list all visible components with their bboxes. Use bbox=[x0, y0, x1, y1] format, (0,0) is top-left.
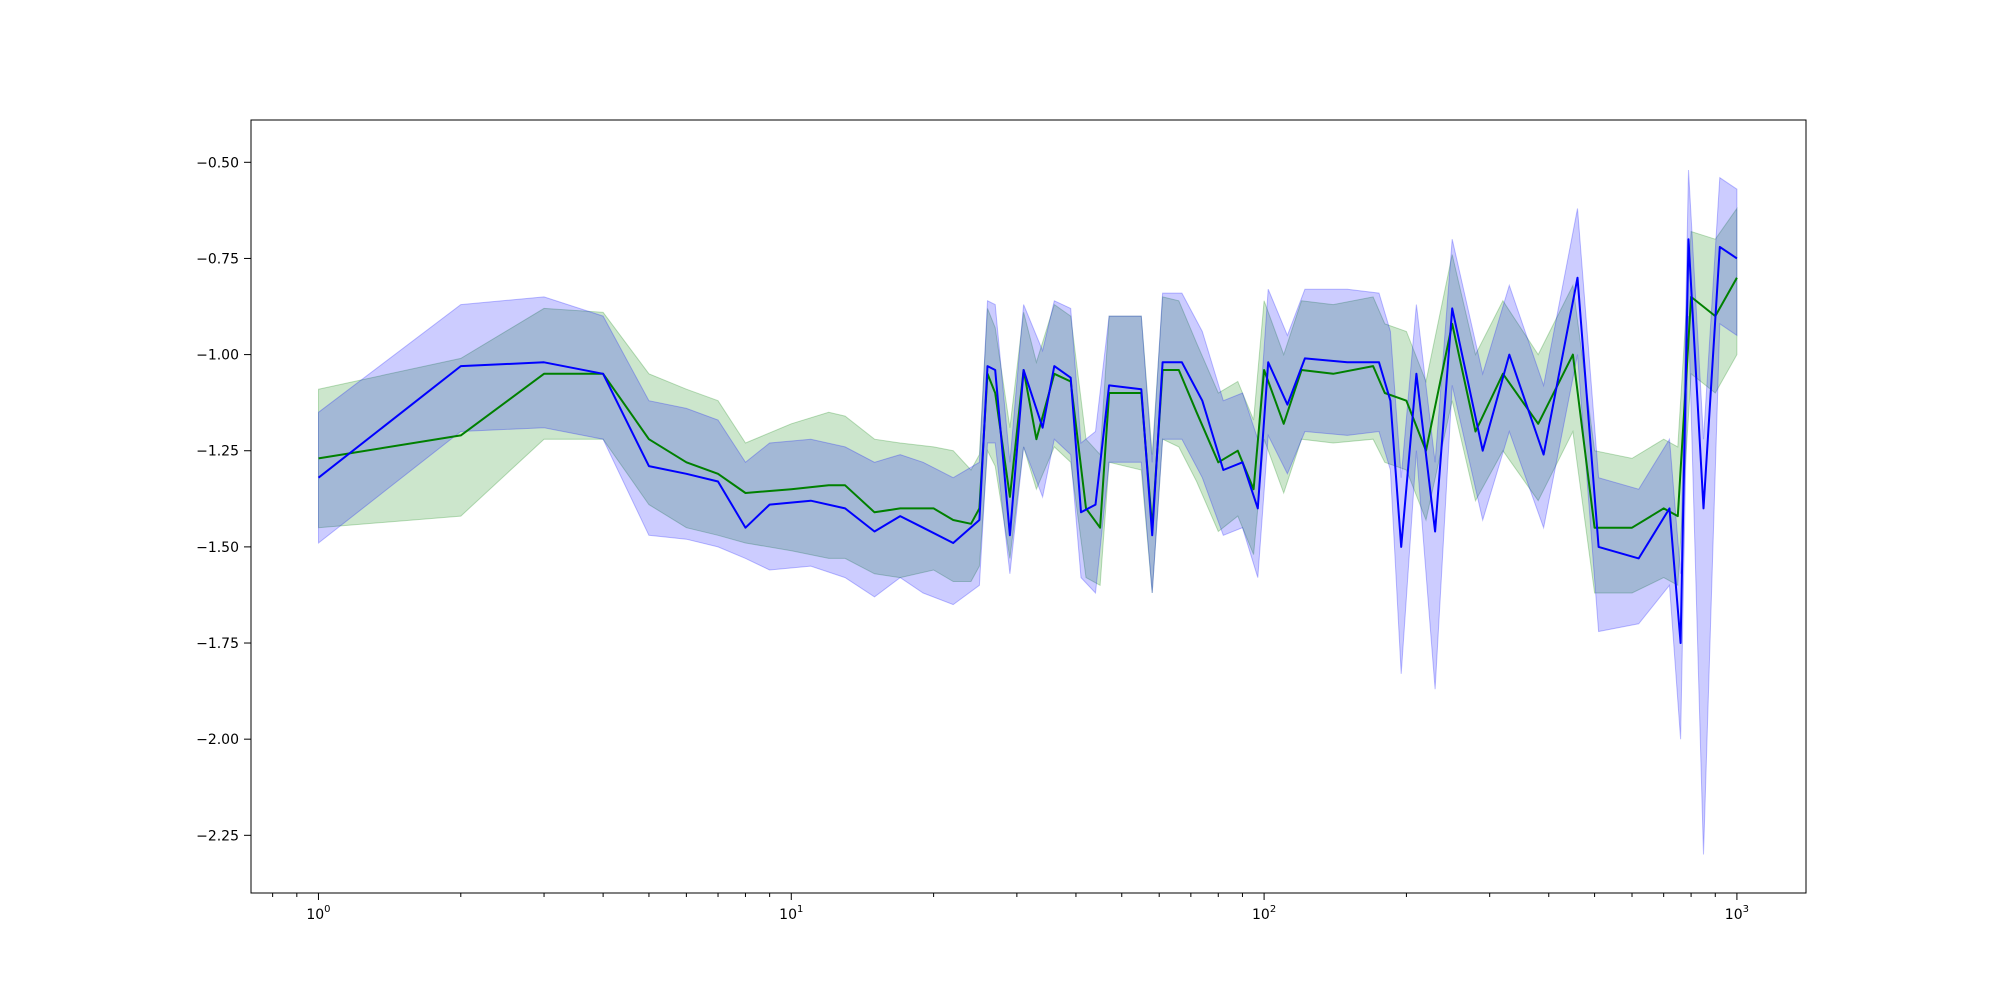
y-tick-label: −2.25 bbox=[196, 828, 239, 844]
x-tick-label: 101 bbox=[779, 904, 803, 923]
x-tick-label: 103 bbox=[1725, 904, 1749, 923]
plot-frame bbox=[250, 119, 1807, 894]
y-tick-label: −2.00 bbox=[196, 732, 239, 748]
x-tick-label: 100 bbox=[306, 904, 330, 923]
line-series-2 bbox=[317, 238, 1738, 644]
band-series-1 bbox=[318, 206, 1738, 594]
band-series-2 bbox=[318, 169, 1738, 855]
y-tick-label: −1.25 bbox=[196, 444, 239, 460]
confidence-bands bbox=[318, 169, 1738, 855]
y-tick-label: −1.75 bbox=[196, 636, 239, 652]
series-lines bbox=[317, 238, 1738, 644]
y-axis: −0.50 −0.75 −1.00 −1.25 −1.50 −1.75 −2.00 −2.25 bbox=[196, 155, 251, 844]
y-tick-label: −0.50 bbox=[196, 155, 239, 171]
y-tick-label: −1.50 bbox=[196, 540, 239, 556]
x-axis: 100 101 102 103 bbox=[272, 893, 1749, 923]
y-tick-label: −1.00 bbox=[196, 348, 239, 364]
y-tick-label: −0.75 bbox=[196, 251, 239, 267]
x-tick-label: 102 bbox=[1252, 904, 1276, 923]
